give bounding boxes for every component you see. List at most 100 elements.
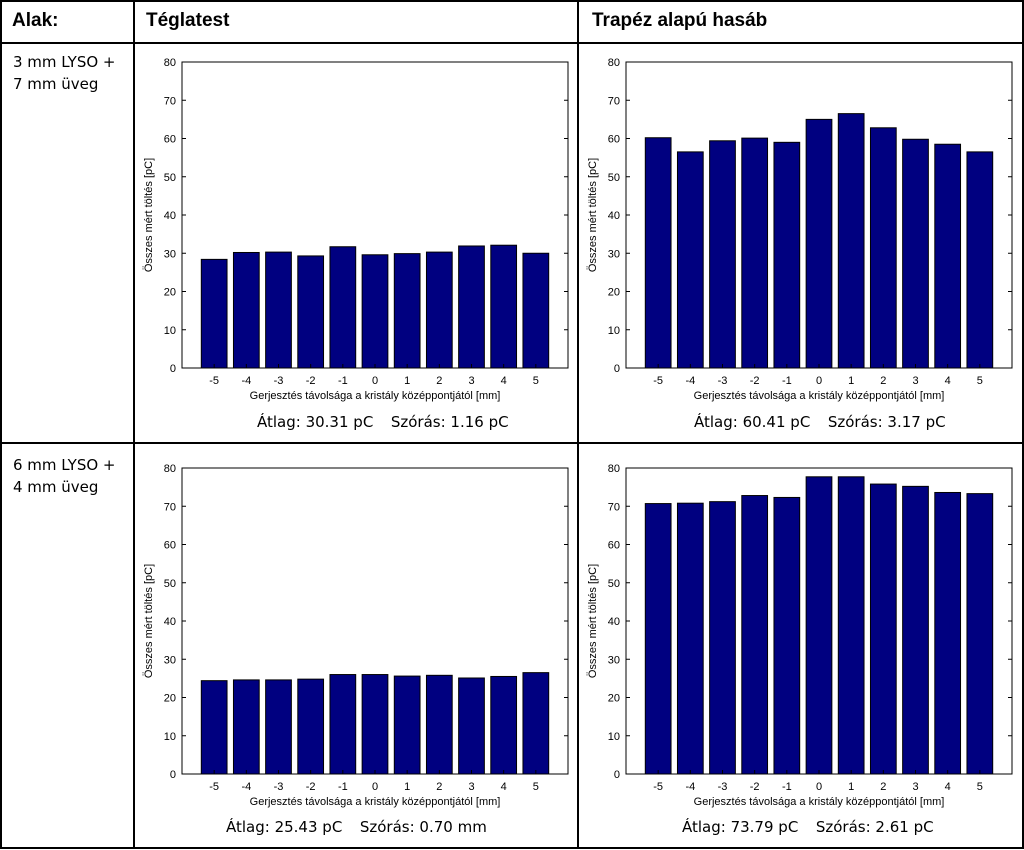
y-tick-label: 70 (608, 501, 620, 513)
bar (200, 258, 228, 369)
x-tick-label: -2 (306, 781, 316, 793)
bar (902, 485, 929, 775)
x-tick-label: -5 (209, 781, 219, 793)
x-tick-label: 0 (372, 781, 378, 793)
chart-row2-teglatest: 0 10 20 30 40 50 60 70 80 -5 -4 -3 -2 -1 0 1 2 3 4 5 Gerjesz… (143, 463, 569, 808)
stat-mean: Átlag: 60.41 pC (694, 413, 811, 431)
x-tick-label: 5 (977, 781, 983, 793)
x-tick-label: 3 (912, 375, 918, 387)
y-tick-label: 80 (608, 57, 620, 69)
x-tick-label: 3 (468, 781, 474, 793)
bar (709, 501, 736, 775)
table-header-divider (0, 42, 1024, 44)
x-tick-label: -2 (306, 375, 316, 387)
y-tick-label: 40 (164, 210, 176, 222)
header-col-teglatest: Téglatest (146, 10, 230, 31)
row1-label: 3 mm LYSO + 7 mm üveg (13, 51, 116, 95)
chart-row2-trapez: 0 10 20 30 40 50 60 70 80 -5 -4 -3 -2 -1 0 1 2 3 4 5 Gerjesz… (587, 463, 1013, 808)
bar (329, 246, 357, 369)
bar (200, 680, 228, 775)
stat-mean: Átlag: 73.79 pC (682, 818, 799, 836)
bar (773, 141, 801, 369)
stat-std: Szórás: 3.17 pC (827, 413, 946, 431)
y-tick-label: 20 (164, 287, 176, 299)
y-tick-label: 10 (164, 731, 176, 743)
x-tick-label: 4 (945, 375, 951, 387)
x-axis-label: Gerjesztés távolsága a kristály középpon… (694, 390, 945, 402)
table-border-right (1022, 0, 1024, 849)
x-tick-label: 0 (816, 781, 822, 793)
bar (676, 151, 704, 369)
y-tick-label: 10 (164, 325, 176, 337)
table-border-bottom (0, 847, 1024, 849)
bar (709, 140, 736, 369)
bar (934, 491, 962, 775)
bar (902, 138, 929, 369)
y-tick-label: 70 (608, 95, 620, 107)
bar (490, 244, 518, 369)
row1-teglatest-stats: Átlag: 30.31 pC Szórás: 1.16 pC (257, 413, 509, 431)
y-tick-label: 50 (164, 578, 176, 590)
x-tick-label: 4 (501, 781, 507, 793)
x-tick-label: 5 (533, 375, 539, 387)
y-axis-label: Összes mért töltés [pC] (143, 158, 155, 272)
x-tick-label: 0 (816, 375, 822, 387)
row2-trapez-stats: Átlag: 73.79 pC Szórás: 2.61 pC (682, 818, 934, 836)
table-col-divider-2 (577, 0, 579, 849)
x-axis-label: Gerjesztés távolsága a kristály középpon… (250, 796, 501, 808)
y-tick-label: 80 (608, 463, 620, 475)
y-tick-label: 10 (608, 731, 620, 743)
row2-label-line2: 4 mm üveg (13, 478, 99, 496)
y-tick-label: 80 (164, 463, 176, 475)
x-axis-label: Gerjesztés távolsága a kristály középpon… (250, 390, 501, 402)
bar (934, 143, 962, 369)
x-tick-label: 4 (501, 375, 507, 387)
stat-std: Szórás: 0.70 mm (359, 818, 487, 836)
stat-std: Szórás: 2.61 pC (815, 818, 934, 836)
x-tick-label: -1 (338, 375, 348, 387)
y-tick-label: 70 (164, 501, 176, 513)
y-axis-label: Összes mért töltés [pC] (587, 564, 599, 678)
bar (297, 678, 325, 775)
row1-trapez-stats: Átlag: 60.41 pC Szórás: 3.17 pC (694, 413, 946, 431)
row2-teglatest-stats: Átlag: 25.43 pC Szórás: 0.70 mm (226, 818, 487, 836)
y-tick-label: 0 (614, 363, 620, 375)
x-tick-label: -1 (338, 781, 348, 793)
bar (361, 254, 389, 369)
x-tick-label: 0 (372, 375, 378, 387)
row1-label-line2: 7 mm üveg (13, 75, 99, 93)
y-tick-label: 10 (608, 325, 620, 337)
bar (644, 137, 672, 369)
y-tick-label: 40 (164, 616, 176, 628)
x-tick-label: -5 (653, 375, 663, 387)
x-tick-label: -4 (685, 375, 695, 387)
bar (869, 127, 897, 369)
x-tick-label: -5 (653, 781, 663, 793)
bar (425, 251, 453, 369)
y-tick-label: 50 (608, 172, 620, 184)
bar (425, 674, 453, 775)
bar (265, 679, 292, 775)
y-tick-label: 60 (164, 134, 176, 146)
y-tick-label: 30 (608, 248, 620, 260)
x-tick-label: 1 (404, 781, 410, 793)
y-tick-label: 60 (164, 540, 176, 552)
x-tick-label: 1 (404, 375, 410, 387)
header-shape-label: Alak: (12, 10, 59, 31)
header-col-trapez: Trapéz alapú hasáb (592, 10, 768, 31)
bar (741, 137, 769, 369)
y-tick-label: 60 (608, 134, 620, 146)
y-tick-label: 50 (608, 578, 620, 590)
x-tick-label: 2 (436, 781, 442, 793)
x-tick-label: -5 (209, 375, 219, 387)
x-tick-label: 2 (436, 375, 442, 387)
x-tick-label: -2 (750, 781, 760, 793)
bar (490, 675, 518, 775)
chart-row1-teglatest: 0 10 20 30 40 50 60 70 80 -5 -4 -3 -2 -1 0 1 2 3 4 5 Gerjesz… (143, 57, 569, 402)
table-border-left (0, 0, 2, 849)
x-tick-label: -4 (241, 375, 251, 387)
stat-std: Szórás: 1.16 pC (390, 413, 509, 431)
bar (741, 495, 769, 775)
row1-label-line1: 3 mm LYSO + (13, 53, 116, 71)
y-tick-label: 40 (608, 210, 620, 222)
